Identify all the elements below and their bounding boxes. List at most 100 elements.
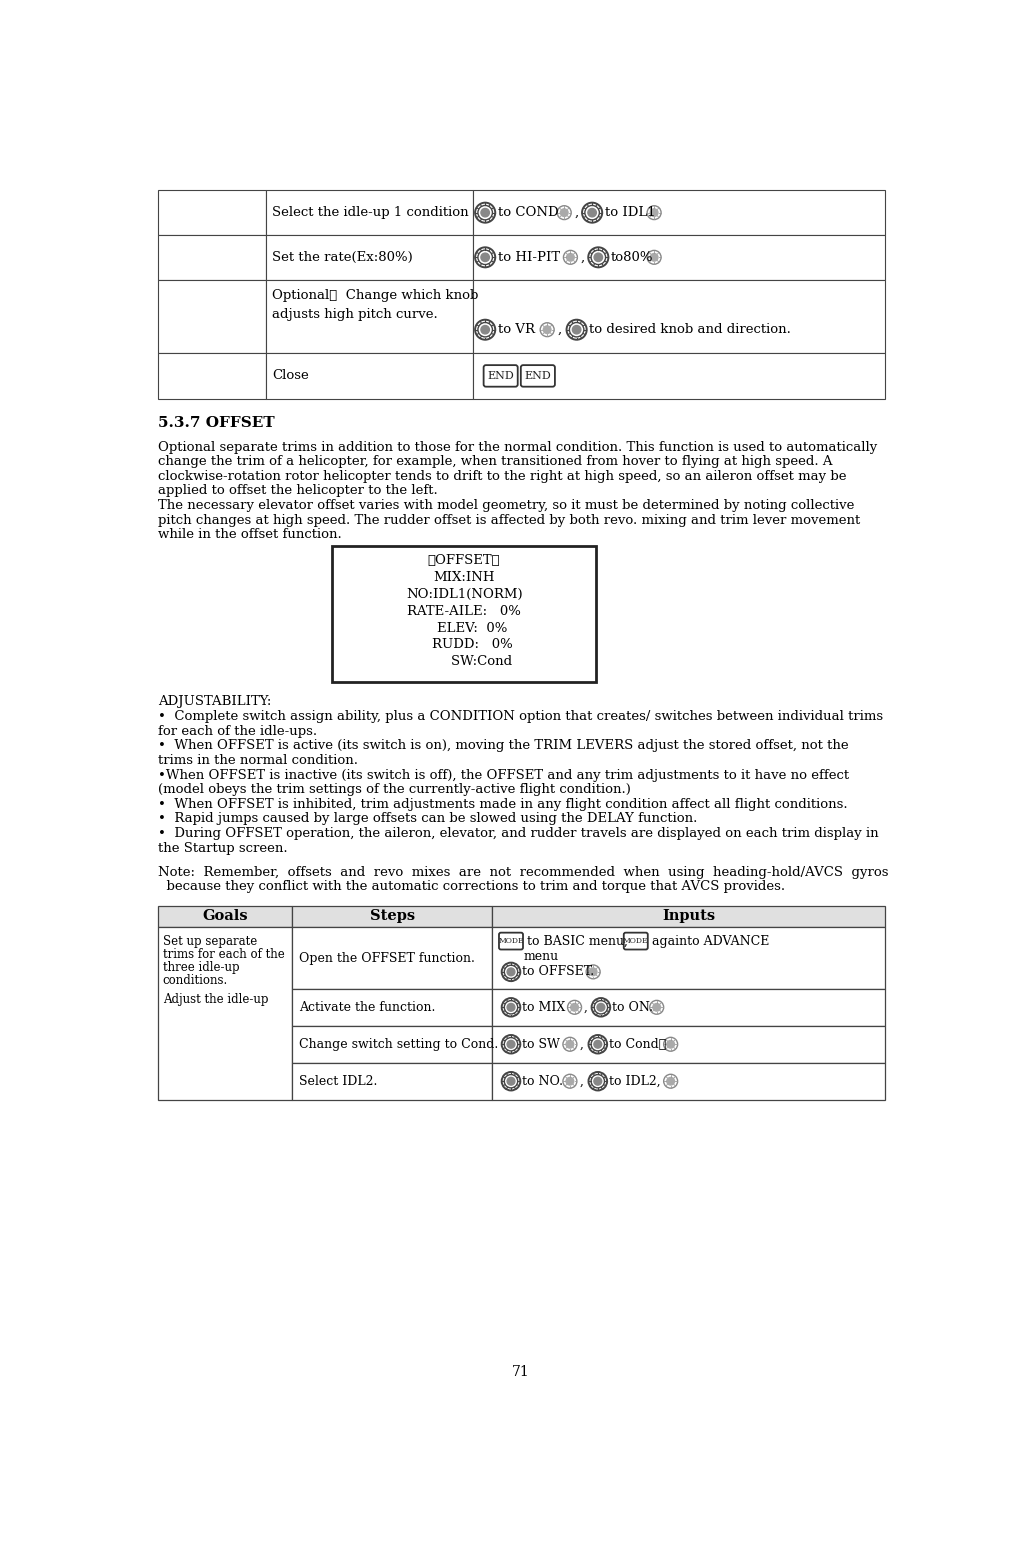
Text: Select IDL2.: Select IDL2.: [299, 1075, 377, 1088]
Text: RUDD:   0%: RUDD: 0%: [416, 639, 513, 651]
Text: to80%: to80%: [611, 250, 653, 264]
Text: ,: ,: [580, 250, 584, 264]
Circle shape: [481, 325, 490, 334]
Text: trims for each of the: trims for each of the: [163, 948, 284, 960]
Text: to ON.: to ON.: [612, 1001, 652, 1013]
Text: to COND: to COND: [498, 207, 558, 219]
Bar: [293, 906, 493, 928]
Circle shape: [507, 968, 515, 976]
Bar: [493, 1063, 885, 1100]
FancyBboxPatch shape: [624, 932, 648, 949]
Text: to IDL2,: to IDL2,: [609, 1075, 660, 1088]
Text: RATE-AILE:   0%: RATE-AILE: 0%: [407, 605, 521, 617]
Text: while in the offset function.: while in the offset function.: [158, 528, 341, 541]
Bar: [493, 1026, 885, 1063]
Text: 5.3.7 OFFSET: 5.3.7 OFFSET: [158, 416, 274, 430]
Text: to HI-PIT: to HI-PIT: [498, 250, 560, 264]
Circle shape: [572, 325, 581, 334]
Text: Select the idle-up 1 condition: Select the idle-up 1 condition: [272, 207, 468, 219]
Bar: [158, 190, 265, 235]
Circle shape: [507, 1077, 515, 1085]
Text: Inputs: Inputs: [662, 909, 715, 923]
Text: pitch changes at high speed. The rudder offset is affected by both revo. mixing : pitch changes at high speed. The rudder …: [158, 514, 861, 527]
FancyBboxPatch shape: [484, 365, 518, 387]
FancyBboxPatch shape: [521, 365, 555, 387]
Circle shape: [566, 1041, 574, 1047]
Text: to NO.: to NO.: [522, 1075, 563, 1088]
Text: MODE: MODE: [498, 937, 523, 945]
Text: •  When OFFSET is inhibited, trim adjustments made in any flight condition affec: • When OFFSET is inhibited, trim adjustm…: [158, 797, 847, 811]
Text: Note:  Remember,  offsets  and  revo  mixes  are  not  recommended  when  using : Note: Remember, offsets and revo mixes a…: [158, 866, 889, 878]
Circle shape: [666, 1041, 675, 1047]
Text: to desired knob and direction.: to desired knob and direction.: [589, 323, 790, 336]
Text: to SW: to SW: [522, 1038, 560, 1051]
Bar: [493, 928, 885, 988]
Circle shape: [653, 1004, 660, 1012]
Text: ADJUSTABILITY:: ADJUSTABILITY:: [158, 696, 271, 709]
Text: Adjust the idle-up: Adjust the idle-up: [163, 993, 268, 1007]
Text: Optional separate trims in addition to those for the normal condition. This func: Optional separate trims in addition to t…: [158, 441, 877, 454]
Circle shape: [561, 208, 568, 216]
Circle shape: [566, 1077, 574, 1085]
Circle shape: [594, 1040, 601, 1047]
Circle shape: [567, 253, 574, 261]
Circle shape: [589, 968, 597, 976]
Text: to IDL1: to IDL1: [605, 207, 655, 219]
Text: for each of the idle-ups.: for each of the idle-ups.: [158, 724, 317, 738]
Text: Set up separate: Set up separate: [163, 936, 257, 948]
Bar: [493, 906, 885, 928]
Bar: [332, 545, 595, 682]
Text: NO:IDL1(NORM): NO:IDL1(NORM): [405, 587, 522, 601]
Circle shape: [481, 253, 490, 261]
Text: ,: ,: [584, 1001, 587, 1013]
Text: because they conflict with the automatic corrections to trim and torque that AVC: because they conflict with the automatic…: [158, 880, 785, 894]
Circle shape: [594, 1077, 601, 1085]
Text: trims in the normal condition.: trims in the normal condition.: [158, 754, 358, 768]
Bar: [293, 928, 493, 988]
Text: three idle-up: three idle-up: [163, 960, 240, 974]
Text: MIX:INH: MIX:INH: [434, 570, 495, 584]
FancyBboxPatch shape: [499, 932, 523, 949]
Bar: [293, 988, 493, 1026]
Text: SW:Cond: SW:Cond: [417, 656, 512, 668]
Bar: [293, 1063, 493, 1100]
Text: ELEV:  0%: ELEV: 0%: [421, 622, 508, 634]
Text: clockwise-rotation rotor helicopter tends to drift to the right at high speed, s: clockwise-rotation rotor helicopter tend…: [158, 469, 846, 483]
Text: ,: ,: [580, 1075, 584, 1088]
Circle shape: [597, 1004, 605, 1012]
Circle shape: [544, 326, 551, 334]
Bar: [158, 928, 293, 1100]
Circle shape: [481, 208, 490, 218]
Text: Steps: Steps: [370, 909, 415, 923]
Circle shape: [650, 208, 658, 216]
Bar: [472, 353, 885, 399]
Text: MODE: MODE: [623, 937, 648, 945]
Bar: [265, 190, 472, 235]
Text: Optional：  Change which knob: Optional： Change which knob: [272, 289, 479, 301]
Text: Open the OFFSET function.: Open the OFFSET function.: [299, 951, 474, 965]
Text: to MIX: to MIX: [522, 1001, 565, 1013]
Text: ,: ,: [558, 323, 562, 336]
Text: Change switch setting to Cond.: Change switch setting to Cond.: [299, 1038, 498, 1051]
Bar: [158, 235, 265, 280]
Text: The necessary elevator offset varies with model geometry, so it must be determin: The necessary elevator offset varies wit…: [158, 499, 854, 513]
Text: Close: Close: [272, 370, 309, 382]
Text: to Cond，: to Cond，: [609, 1038, 665, 1051]
Text: to BASIC menu,: to BASIC menu,: [523, 934, 628, 948]
Bar: [265, 235, 472, 280]
Text: •  When OFFSET is active (its switch is on), moving the TRIM LEVERS adjust the s: • When OFFSET is active (its switch is o…: [158, 740, 848, 752]
Text: •When OFFSET is inactive (its switch is off), the OFFSET and any trim adjustment: •When OFFSET is inactive (its switch is …: [158, 769, 849, 782]
Bar: [493, 988, 885, 1026]
Text: (model obeys the trim settings of the currently-active flight condition.): (model obeys the trim settings of the cu…: [158, 783, 631, 796]
Text: •  During OFFSET operation, the aileron, elevator, and rudder travels are displa: • During OFFSET operation, the aileron, …: [158, 827, 879, 841]
Text: the Startup screen.: the Startup screen.: [158, 842, 288, 855]
Text: ,: ,: [580, 1038, 584, 1051]
Circle shape: [507, 1040, 515, 1047]
Bar: [472, 235, 885, 280]
Bar: [265, 353, 472, 399]
Text: ,: ,: [574, 207, 578, 219]
Bar: [158, 280, 265, 353]
Bar: [472, 280, 885, 353]
Text: againto ADVANCE: againto ADVANCE: [648, 934, 769, 948]
Text: 【OFFSET】: 【OFFSET】: [428, 553, 501, 567]
